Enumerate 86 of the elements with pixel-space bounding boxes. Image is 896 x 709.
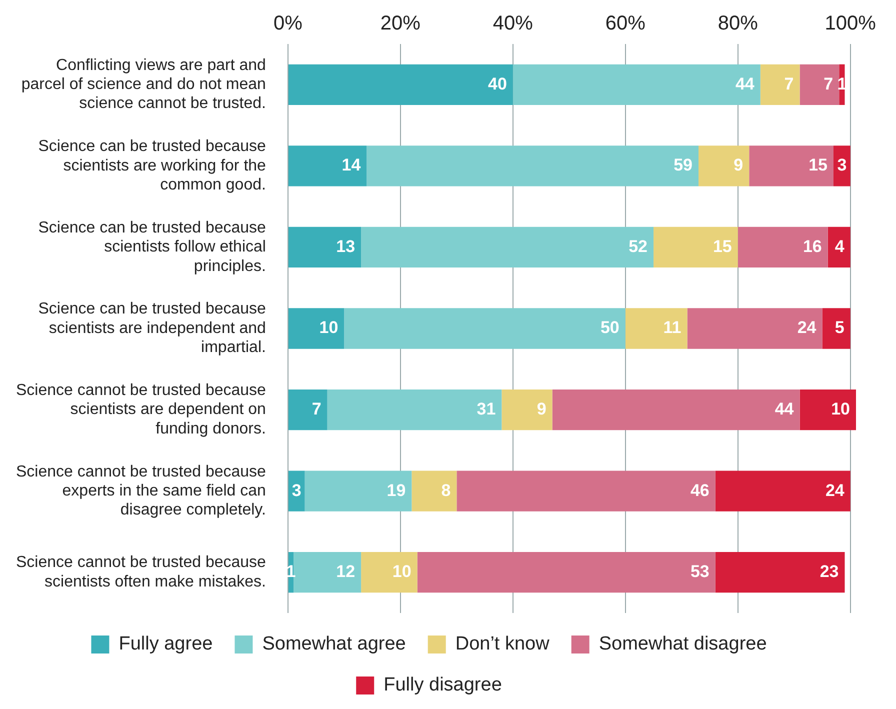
legend-label: Somewhat agree — [262, 634, 406, 655]
data-label: 10 — [392, 562, 412, 582]
bar — [288, 470, 305, 512]
bar — [304, 470, 412, 512]
x-tick-label: 60% — [605, 12, 646, 35]
x-tick-label: 40% — [492, 12, 534, 35]
y-tick-label: Science cannot be trusted because experts in the same field can disagree completely. — [16, 463, 266, 519]
data-label: 59 — [674, 156, 693, 175]
data-label: 10 — [319, 318, 338, 338]
bar — [800, 389, 856, 430]
bar — [760, 64, 800, 105]
bar — [456, 470, 716, 512]
x-tick-label: 80% — [718, 12, 758, 35]
y-tick-label: Science cannot be trusted because scientists are dependent on funding donors. — [16, 382, 266, 438]
data-label: 31 — [476, 399, 496, 418]
bar — [288, 226, 362, 268]
bar — [698, 146, 750, 186]
x-tick-label: 100% — [824, 12, 876, 35]
data-label: 44 — [735, 74, 755, 94]
data-label: 52 — [628, 236, 648, 256]
bar — [288, 308, 344, 349]
data-label: 13 — [336, 236, 356, 256]
bar — [552, 389, 800, 430]
bar — [502, 389, 552, 430]
data-label: 1 — [837, 74, 847, 94]
data-label: 10 — [831, 399, 850, 418]
bar — [800, 64, 840, 105]
data-label: 24 — [797, 318, 817, 338]
legend-label: Fully agree — [118, 634, 213, 655]
data-label: 7 — [312, 399, 322, 418]
data-label: 23 — [820, 562, 839, 582]
data-label: 19 — [386, 480, 406, 500]
bar — [822, 308, 850, 349]
bar — [715, 470, 850, 512]
bar — [654, 226, 738, 268]
data-label: 15 — [712, 236, 732, 256]
bar — [366, 146, 699, 186]
legend-label: Fully disagree — [384, 674, 502, 696]
data-label: 15 — [808, 156, 828, 175]
data-label: 50 — [600, 318, 620, 338]
bar — [828, 226, 850, 268]
legend-label: Don’t know — [455, 634, 550, 655]
bar — [715, 552, 845, 593]
data-label: 44 — [774, 399, 794, 418]
y-tick-label: Science can be trusted because scientists are independent and impartial. — [38, 300, 266, 356]
bar — [749, 146, 834, 186]
bar — [687, 308, 822, 349]
bar — [288, 389, 328, 430]
bar — [412, 470, 457, 512]
bar — [738, 226, 828, 268]
bar — [288, 64, 513, 105]
bar — [288, 146, 367, 186]
data-label: 3 — [837, 156, 847, 175]
data-label: 8 — [441, 480, 451, 500]
x-tick-label: 0% — [273, 12, 303, 35]
data-label: 1 — [286, 562, 296, 582]
x-tick-label: 20% — [380, 12, 421, 35]
data-label: 11 — [663, 318, 682, 338]
bar — [625, 308, 688, 349]
data-label: 9 — [536, 399, 546, 418]
bar — [512, 64, 760, 105]
data-label: 5 — [834, 318, 844, 338]
data-label: 24 — [825, 480, 845, 500]
y-tick-label: Science can be trusted because scientists are working for the common good. — [38, 138, 266, 194]
data-label: 16 — [802, 236, 822, 256]
bar — [294, 552, 362, 593]
bar — [361, 226, 654, 268]
bar — [417, 552, 716, 593]
data-label: 7 — [784, 74, 794, 94]
data-label: 46 — [690, 480, 710, 500]
bar — [344, 308, 626, 349]
data-label: 9 — [734, 156, 744, 175]
y-tick-label: Science can be trusted because scientists follow ethical principles. — [38, 219, 266, 275]
data-label: 40 — [488, 74, 507, 94]
data-label: 4 — [834, 236, 845, 256]
data-label: 12 — [336, 562, 356, 582]
bar — [327, 389, 502, 430]
data-label: 3 — [292, 480, 302, 500]
data-label: 14 — [342, 156, 362, 175]
y-tick-label: Science cannot be trusted because scientists often make mistakes. — [16, 554, 266, 590]
data-label: 7 — [824, 74, 834, 94]
y-tick-label: Conflicting views are part and parcel of science and do not mean science cannot be trusted. — [21, 56, 266, 112]
data-label: 53 — [690, 562, 710, 582]
legend-label: Somewhat disagree — [598, 634, 767, 655]
bar — [361, 552, 418, 593]
bar — [834, 146, 850, 186]
